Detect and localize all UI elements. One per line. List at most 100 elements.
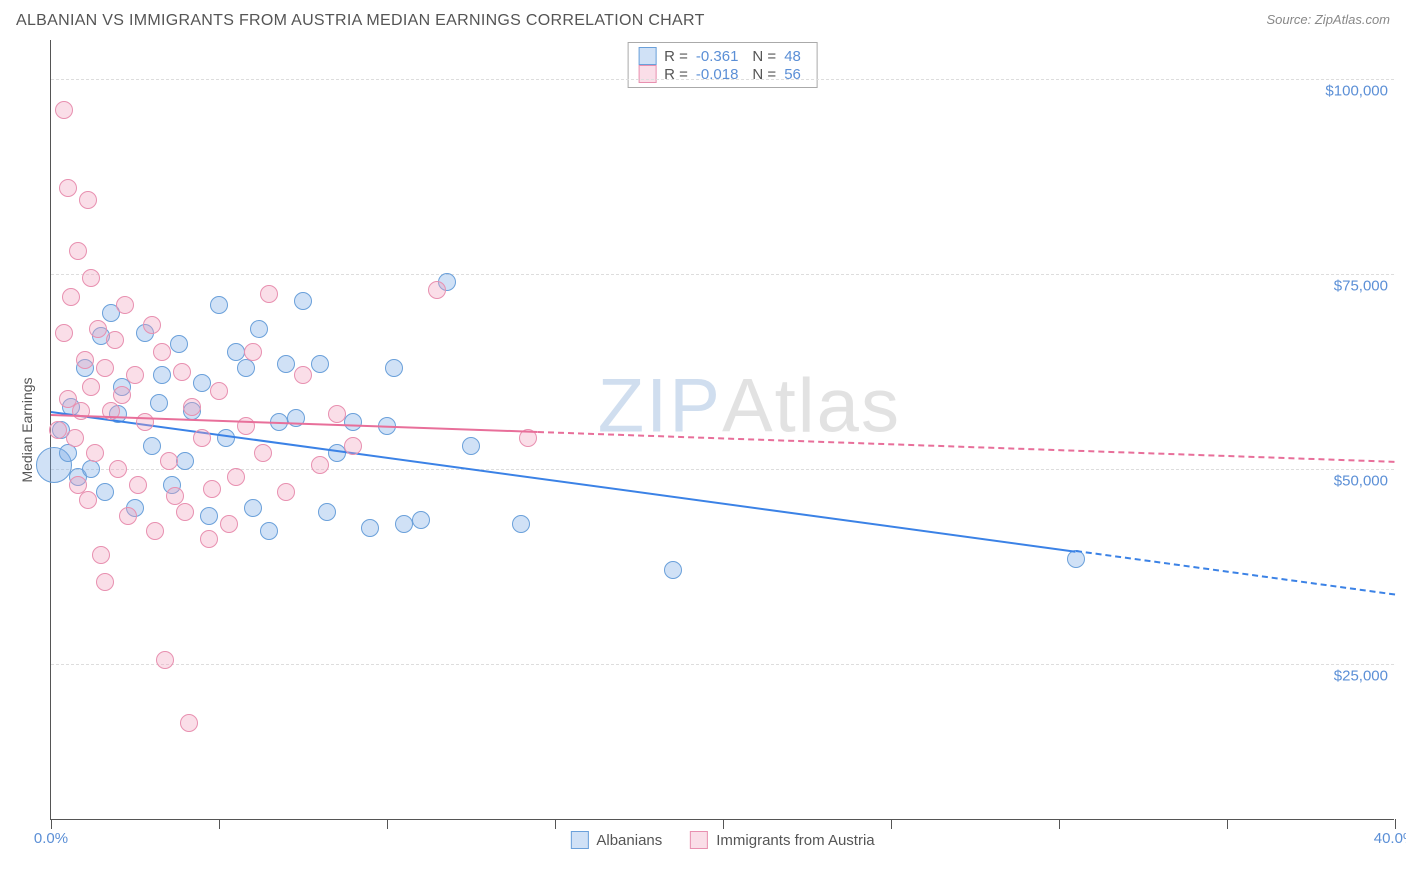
scatter-point bbox=[328, 405, 346, 423]
scatter-point bbox=[260, 522, 278, 540]
x-tick bbox=[891, 819, 892, 829]
stat-r-value: -0.361 bbox=[696, 48, 739, 65]
scatter-point bbox=[260, 285, 278, 303]
scatter-point bbox=[311, 456, 329, 474]
scatter-point bbox=[129, 476, 147, 494]
scatter-point bbox=[79, 491, 97, 509]
scatter-point bbox=[385, 359, 403, 377]
scatter-point bbox=[150, 394, 168, 412]
x-tick bbox=[555, 819, 556, 829]
scatter-point bbox=[210, 296, 228, 314]
scatter-point bbox=[116, 296, 134, 314]
scatter-point bbox=[512, 515, 530, 533]
scatter-point bbox=[49, 421, 67, 439]
scatter-point bbox=[176, 452, 194, 470]
scatter-point bbox=[462, 437, 480, 455]
legend-swatch bbox=[570, 831, 588, 849]
legend-label: Immigrants from Austria bbox=[716, 832, 874, 849]
gridline bbox=[51, 469, 1394, 470]
scatter-point bbox=[96, 483, 114, 501]
x-tick bbox=[387, 819, 388, 829]
trend-line bbox=[538, 431, 1395, 463]
legend-swatch bbox=[638, 47, 656, 65]
scatter-point bbox=[153, 343, 171, 361]
scatter-point bbox=[237, 359, 255, 377]
scatter-point bbox=[89, 320, 107, 338]
scatter-point bbox=[76, 351, 94, 369]
scatter-point bbox=[254, 444, 272, 462]
scatter-point bbox=[59, 444, 77, 462]
y-tick-label: $25,000 bbox=[1334, 668, 1388, 685]
scatter-point bbox=[69, 242, 87, 260]
legend-item: Immigrants from Austria bbox=[690, 831, 874, 849]
scatter-point bbox=[143, 316, 161, 334]
scatter-point bbox=[200, 507, 218, 525]
scatter-point bbox=[203, 480, 221, 498]
scatter-point bbox=[82, 460, 100, 478]
scatter-point bbox=[328, 444, 346, 462]
scatter-point bbox=[361, 519, 379, 537]
legend-label: Albanians bbox=[596, 832, 662, 849]
scatter-point bbox=[146, 522, 164, 540]
x-tick-label: 0.0% bbox=[34, 830, 68, 847]
scatter-point bbox=[200, 530, 218, 548]
scatter-point bbox=[193, 429, 211, 447]
scatter-point bbox=[220, 515, 238, 533]
scatter-point bbox=[160, 452, 178, 470]
scatter-point bbox=[227, 468, 245, 486]
stat-r-label: R = bbox=[664, 48, 688, 65]
scatter-point bbox=[176, 503, 194, 521]
x-tick bbox=[51, 819, 52, 829]
scatter-point bbox=[344, 413, 362, 431]
watermark-atlas: Atlas bbox=[722, 364, 901, 449]
scatter-point bbox=[311, 355, 329, 373]
legend-item: Albanians bbox=[570, 831, 662, 849]
scatter-point bbox=[86, 444, 104, 462]
scatter-point bbox=[82, 269, 100, 287]
stats-row: R = -0.361 N = 48 bbox=[638, 47, 807, 65]
scatter-point bbox=[143, 437, 161, 455]
scatter-point bbox=[250, 320, 268, 338]
y-tick-label: $50,000 bbox=[1334, 473, 1388, 490]
scatter-point bbox=[59, 179, 77, 197]
scatter-point bbox=[66, 429, 84, 447]
scatter-point bbox=[428, 281, 446, 299]
scatter-point bbox=[62, 288, 80, 306]
x-tick bbox=[1395, 819, 1396, 829]
gridline bbox=[51, 79, 1394, 80]
scatter-point bbox=[210, 382, 228, 400]
scatter-point bbox=[277, 355, 295, 373]
scatter-point bbox=[82, 378, 100, 396]
scatter-point bbox=[136, 413, 154, 431]
scatter-point bbox=[294, 366, 312, 384]
scatter-point bbox=[153, 366, 171, 384]
x-tick bbox=[723, 819, 724, 829]
scatter-point bbox=[96, 573, 114, 591]
scatter-point bbox=[109, 460, 127, 478]
chart-header: ALBANIAN VS IMMIGRANTS FROM AUSTRIA MEDI… bbox=[8, 8, 1398, 34]
scatter-point bbox=[126, 366, 144, 384]
stat-n-value: 48 bbox=[784, 48, 801, 65]
scatter-point bbox=[344, 437, 362, 455]
scatter-point bbox=[156, 651, 174, 669]
scatter-point bbox=[106, 331, 124, 349]
scatter-point bbox=[412, 511, 430, 529]
x-tick bbox=[1227, 819, 1228, 829]
scatter-point bbox=[173, 363, 191, 381]
stat-n-label: N = bbox=[752, 48, 776, 65]
scatter-point bbox=[395, 515, 413, 533]
x-tick bbox=[219, 819, 220, 829]
scatter-point bbox=[113, 386, 131, 404]
y-tick-label: $100,000 bbox=[1325, 83, 1388, 100]
scatter-point bbox=[244, 499, 262, 517]
scatter-point bbox=[170, 335, 188, 353]
trend-line bbox=[1076, 550, 1395, 596]
source-label: Source: ZipAtlas.com bbox=[1266, 12, 1390, 27]
correlation-stats-box: R =-0.361N =48R =-0.018N =56 bbox=[627, 42, 818, 88]
y-tick-label: $75,000 bbox=[1334, 278, 1388, 295]
chart-plot-area: Median Earnings ZIPAtlas R =-0.361N =48R… bbox=[50, 40, 1394, 820]
scatter-point bbox=[55, 101, 73, 119]
scatter-point bbox=[180, 714, 198, 732]
scatter-point bbox=[318, 503, 336, 521]
scatter-point bbox=[183, 398, 201, 416]
